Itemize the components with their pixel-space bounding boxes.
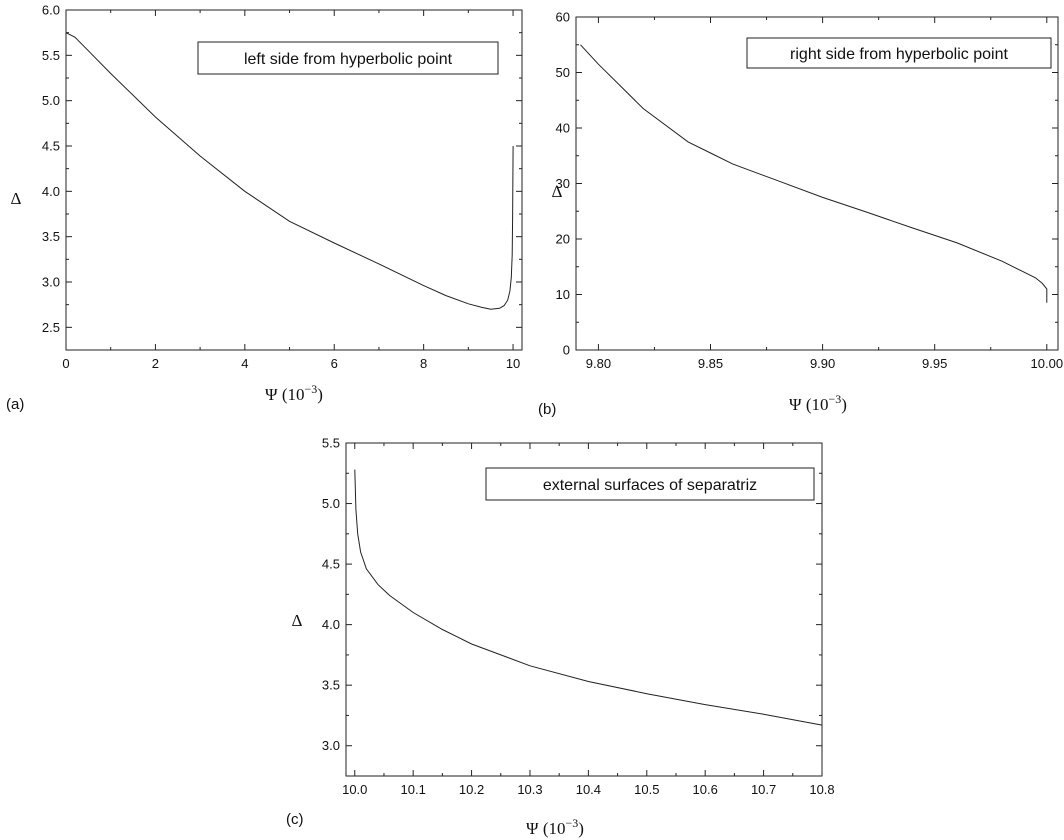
x-tick-label: 10.5 [634,782,659,797]
y-tick-label: 4.0 [322,617,340,632]
y-tick-label: 4.5 [322,557,340,572]
plot-frame [345,442,823,777]
panel-label: (c) [286,811,304,828]
y-axis-label: Δ [552,182,563,201]
y-tick-label: 60 [556,10,570,25]
y-tick-label: 0 [563,343,570,358]
chart-a: 0 2 4 6 8 10 2.5 3.0 3.5 4.0 4.5 5.0 5.5 6.0 left sid… [6,3,523,413]
x-tick-label: 2 [152,356,159,371]
x-tick-label: 6 [331,356,338,371]
y-tick-label: 20 [556,232,570,247]
x-axis-label: Ψ (10−3) [789,392,847,414]
y-tick-label: 3.0 [42,275,60,290]
y-tick-label: 10 [556,287,570,302]
x-tick-label: 10.4 [576,782,601,797]
annotation-box [485,467,815,501]
annotation-box [746,37,1052,69]
tick-group: 9.80 9.85 9.90 9.95 10.00 0 10 20 30 40 50 60 [556,10,1064,372]
y-tick-label: 5.5 [322,436,340,451]
x-axis-label: Ψ (10−3) [265,382,323,404]
x-tick-label: 10.8 [809,782,834,797]
x-tick-label: 9.80 [586,356,611,371]
y-tick-label: 3.5 [42,229,60,244]
y-tick-label: 2.5 [42,320,60,335]
x-tick-label: 10.7 [751,782,776,797]
tick-group: 10.0 10.1 10.2 10.3 10.4 10.5 10.6 10.7 10.8 3.0 3… [322,436,835,798]
plot-frame [65,9,523,351]
y-axis-label: Δ [11,189,22,208]
x-tick-label: 10.3 [517,782,542,797]
chart-c: 10.0 10.1 10.2 10.3 10.4 10.5 10.6 10.7 10.8 3.0 3… [286,436,835,839]
y-tick-label: 5.5 [42,48,60,63]
series-line [580,44,1048,303]
x-tick-label: 10.00 [1031,356,1064,371]
y-tick-label: 40 [556,121,570,136]
annotation-box [197,41,499,75]
x-tick-label: 10 [506,356,520,371]
annotation-label: left side from hyperbolic point [244,51,453,68]
x-tick-label: 9.95 [922,356,947,371]
panel-label: (b) [538,401,556,418]
series-line [65,32,514,310]
series-line [354,469,823,726]
annotation-label: right side from hyperbolic point [790,46,1008,63]
y-tick-label: 30 [556,176,570,191]
x-tick-label: 10.0 [342,782,367,797]
y-tick-label: 5.0 [322,496,340,511]
x-tick-label: 4 [241,356,248,371]
annotation-label: external surfaces of separatriz [543,477,757,494]
y-tick-label: 50 [556,65,570,80]
y-tick-label: 3.0 [322,738,340,753]
x-tick-label: 9.85 [698,356,723,371]
y-tick-label: 3.5 [322,678,340,693]
x-tick-label: 10.2 [459,782,484,797]
x-tick-label: 0 [62,356,69,371]
y-tick-label: 5.0 [42,93,60,108]
y-tick-label: 6.0 [42,3,60,18]
x-tick-label: 10.1 [401,782,426,797]
tick-group: 0 2 4 6 8 10 2.5 3.0 3.5 4.0 4.5 5.0 5.5 6.0 [42,3,522,371]
panel-label: (a) [6,396,24,413]
y-axis-label: Δ [292,611,303,630]
x-tick-label: 10.6 [693,782,718,797]
x-axis-label: Ψ (10−3) [526,816,584,838]
y-tick-label: 4.5 [42,139,60,154]
chart-b: 9.80 9.85 9.90 9.95 10.00 0 10 20 30 40 50 60 right… [538,10,1063,419]
y-tick-label: 4.0 [42,184,60,199]
x-tick-label: 9.90 [810,356,835,371]
x-tick-label: 8 [420,356,427,371]
